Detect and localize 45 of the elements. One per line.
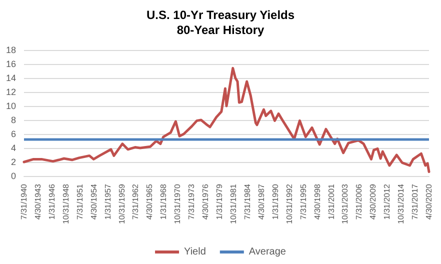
- x-tick-label: 7/31/1962: [131, 183, 140, 220]
- x-tick-label: 4/30/1976: [201, 183, 210, 220]
- x-tick-label: 1/31/1946: [47, 183, 56, 220]
- x-tick-label: 4/30/1987: [256, 183, 266, 220]
- y-tick-label: 12: [6, 87, 16, 97]
- x-tick-label: 4/30/2020: [424, 183, 434, 220]
- x-tick-label: 10/31/1959: [117, 183, 126, 224]
- y-tick-label: 2: [10, 157, 16, 167]
- legend-label: Yield: [184, 246, 206, 258]
- x-tick-label: 7/31/1984: [242, 183, 252, 220]
- x-tick-label: 10/31/2014: [396, 183, 406, 224]
- x-tick-label: 10/31/1970: [173, 183, 182, 224]
- x-tick-label: 4/30/1965: [145, 183, 154, 220]
- x-tick-label: 7/31/1951: [75, 183, 84, 220]
- x-tick-label: 4/30/1954: [89, 183, 98, 220]
- line-series: [22, 66, 430, 174]
- y-tick-label: 14: [6, 73, 16, 83]
- x-tick-label: 1/31/2001: [326, 183, 336, 220]
- y-tick-label: 6: [10, 129, 16, 139]
- x-tick-label: 1/31/1979: [215, 183, 224, 220]
- x-tick-label: 7/31/2017: [410, 183, 420, 220]
- x-tick-label: 7/31/1973: [187, 183, 196, 220]
- x-tick-label: 10/31/2003: [340, 183, 350, 224]
- x-tick-label: 7/31/1995: [298, 183, 308, 220]
- x-tick-label: 1/31/1957: [103, 183, 112, 220]
- legend-label: Average: [248, 246, 286, 258]
- x-tick-label: 10/31/1992: [284, 183, 294, 224]
- y-tick-label: 16: [6, 59, 16, 69]
- x-tick-label: 10/31/1948: [61, 183, 70, 224]
- x-tick-label: 7/31/2006: [354, 183, 364, 220]
- x-tick-label: 7/31/1940: [20, 183, 28, 220]
- y-tick-label: 8: [10, 115, 16, 125]
- y-tick-label: 18: [6, 45, 16, 55]
- x-tick-label: 4/30/2009: [368, 183, 378, 220]
- y-tick-label: 10: [6, 101, 16, 111]
- chart-subtitle: 80-Year History: [176, 23, 265, 37]
- x-tick-label: 1/31/1990: [270, 183, 280, 220]
- chart-title: U.S. 10-Yr Treasury Yields: [146, 8, 295, 22]
- x-tick-label: 1/31/2012: [382, 183, 392, 220]
- y-tick-label: 0: [10, 171, 16, 181]
- x-tick-label: 4/30/1943: [33, 183, 42, 220]
- x-tick-label: 10/31/1981: [228, 183, 238, 224]
- x-tick-label: 4/30/1998: [312, 183, 322, 220]
- x-tick-label: 1/31/1968: [159, 183, 168, 220]
- y-tick-label: 4: [10, 143, 16, 153]
